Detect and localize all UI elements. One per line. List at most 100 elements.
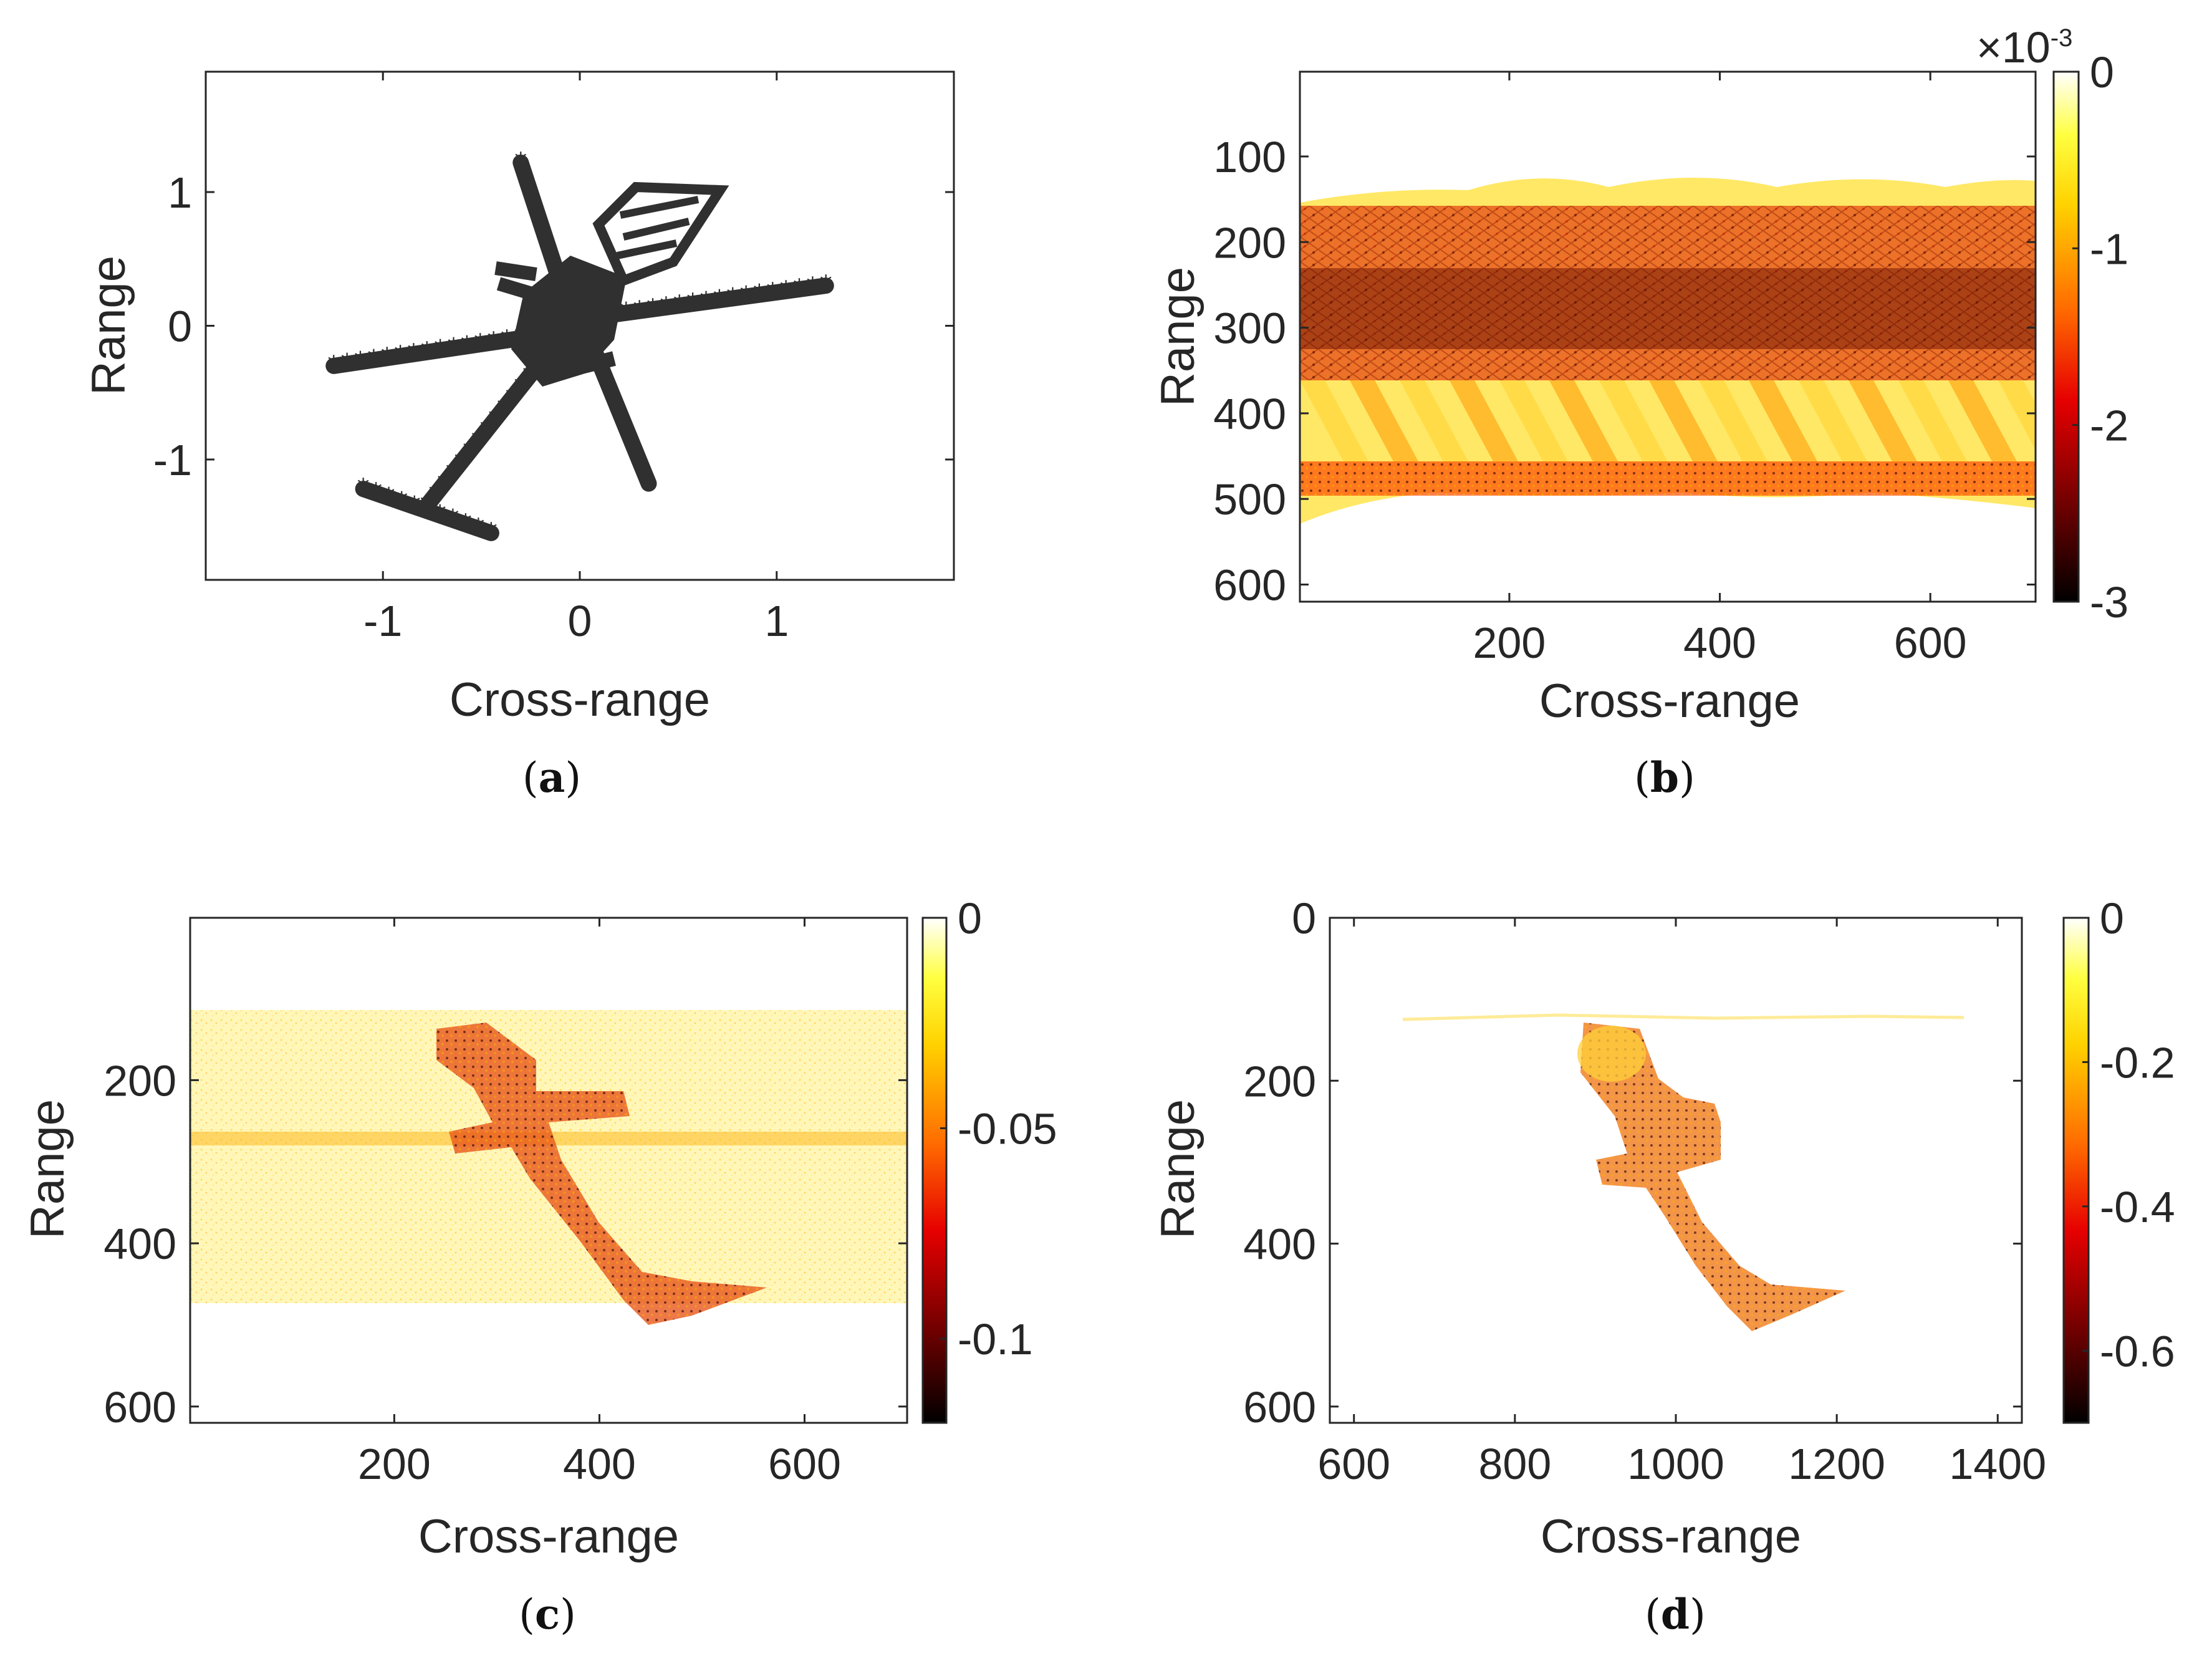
panel-c-target-texture [436, 1023, 767, 1325]
panel-d-ytick-label: 400 [1243, 1220, 1316, 1269]
scatter-point: * [474, 329, 486, 358]
scatter-point: * [394, 341, 406, 370]
panel-b-ytick-label: 600 [1213, 561, 1286, 610]
scatter-point: * [367, 345, 380, 373]
panel-a-xlabel: Cross-range [450, 673, 710, 726]
panel-b: 200 400 600 100 200 300 400 500 600 0 -1 -2 -3 Cross… [1152, 23, 2128, 802]
panel-b-dark-stripe [1300, 268, 2036, 349]
scatter-point: * [700, 287, 712, 315]
panel-a-xtick-label: 1 [764, 597, 789, 645]
panel-b-label-letter: b [1650, 753, 1679, 802]
panel-b-xtick-label: 600 [1894, 619, 1967, 667]
panel-c-xtick-label: 200 [358, 1440, 431, 1488]
panel-b-ytick-label: 300 [1213, 304, 1286, 353]
panel-c-ytick-label: 600 [103, 1383, 176, 1432]
panel-d-cockpit-blob [1577, 1026, 1646, 1082]
scatter-point: * [506, 383, 518, 412]
panel-a-label-letter: a [539, 753, 565, 802]
scatter-point: * [660, 292, 672, 321]
panel-a-label-close: ) [565, 754, 581, 802]
scatter-point: * [408, 491, 421, 520]
panel-b-ylabel: Range [1152, 267, 1205, 407]
scatter-point: * [793, 274, 805, 303]
part-main-rotor-blade-right [591, 277, 834, 325]
panel-a-xtick-label: 0 [568, 597, 592, 645]
panel-b-ytick-label: 200 [1213, 218, 1286, 267]
scatter-point: * [514, 148, 527, 176]
scatter-point: * [421, 337, 433, 366]
scatter-point: * [370, 478, 382, 507]
scatter-point: * [780, 276, 792, 305]
scatter-point: * [488, 405, 501, 434]
panel-d-colorbar-label: -0.2 [2100, 1038, 2175, 1087]
panel-b-colorbar-label: -3 [2090, 578, 2128, 627]
panel-c-xtick-label: 400 [563, 1440, 636, 1488]
panel-b-colorbar-label: -2 [2090, 402, 2128, 450]
panel-d-xtick-label: 1400 [1949, 1440, 2046, 1488]
panel-d: 600 800 1000 1200 1400 0 200 400 600 0 -0.2 -0.4 -0.… [1152, 894, 2175, 1639]
panel-d-target-texture [1580, 1023, 1845, 1331]
scatter-point: * [633, 296, 646, 325]
panel-c-ytick-label: 400 [103, 1220, 176, 1268]
panel-d-faint-line [1402, 1013, 1964, 1021]
panel-b-stripe [1499, 380, 1568, 461]
panel-a-ytick-label: 0 [168, 302, 192, 351]
scatter-point: * [686, 289, 699, 317]
panel-b-label-close: ) [1679, 754, 1695, 802]
panel-b-diagonal-stripes [1300, 380, 2036, 461]
panel-b-stripe [1849, 380, 1917, 461]
panel-a-label-open: ( [522, 754, 539, 802]
scatter-point: * [766, 278, 779, 307]
panel-b-xtick-label: 400 [1683, 619, 1756, 667]
scatter-point: * [615, 403, 628, 431]
panel-b-ytick-label: 100 [1213, 133, 1286, 181]
scatter-point: * [461, 331, 473, 360]
panel-b-stripe [1549, 380, 1618, 461]
panel-d-ytick-label: 0 [1292, 894, 1316, 943]
scatter-point: * [621, 416, 633, 445]
panel-c-axes: 200 400 600 200 400 600 0 -0.05 -0.1 [103, 894, 1057, 1488]
panel-b-xlabel: Cross-range [1539, 675, 1800, 728]
panel-d-image [1402, 1013, 1964, 1331]
panel-a-ylabel: Range [82, 256, 135, 395]
panel-d-label: (d) [1645, 1590, 1706, 1639]
scatter-point: * [546, 243, 559, 272]
panel-a-axes: -1 0 1 1 0 -1 [153, 72, 954, 645]
scatter-point: * [446, 505, 459, 534]
scatter-point: * [541, 229, 554, 258]
scatter-point: * [428, 481, 441, 509]
panel-b-exponent-power: -3 [2051, 24, 2073, 52]
scatter-point: * [753, 280, 766, 309]
scatter-point: * [537, 216, 549, 244]
scatter-point: * [820, 271, 832, 299]
panel-c-xlabel: Cross-range [418, 1510, 679, 1563]
scatter-point: * [524, 175, 536, 204]
scatter-point: * [448, 333, 460, 362]
panel-d-colorbar-label: -0.4 [2100, 1183, 2175, 1231]
panel-c-image [190, 1010, 907, 1325]
panel-b-stripe [1998, 380, 2036, 450]
scatter-point: * [354, 347, 367, 376]
panel-d-ytick-label: 200 [1243, 1057, 1316, 1105]
panel-b-colorbar [2052, 70, 2080, 603]
scatter-point: * [647, 294, 659, 323]
panel-d-xtick-label: 1000 [1627, 1440, 1724, 1488]
panel-d-xlabel: Cross-range [1541, 1510, 1801, 1563]
panel-c-colorbar-label: -0.05 [958, 1105, 1057, 1153]
panel-d-colorbar [2062, 917, 2090, 1424]
scatter-point: * [637, 456, 650, 484]
panel-c-label-letter: c [535, 1590, 560, 1639]
part-tail-rotor [355, 481, 499, 541]
scatter-point: * [381, 343, 393, 372]
panel-d-ytick-label: 600 [1243, 1383, 1316, 1432]
scatter-point: * [514, 373, 526, 402]
scatter-point: * [528, 188, 541, 217]
panel-c-ytick-label: 200 [103, 1056, 176, 1105]
scatter-point: * [643, 469, 655, 498]
panel-d-label-close: ) [1690, 1591, 1706, 1639]
panel-c-frame [189, 917, 908, 1424]
panel-a: *************************** * * * * * * * * * * * * *… [82, 70, 955, 802]
panel-b-stripe [1300, 380, 1368, 461]
panel-b-stripe [1350, 380, 1418, 461]
panel-c-label-close: ) [560, 1591, 576, 1639]
